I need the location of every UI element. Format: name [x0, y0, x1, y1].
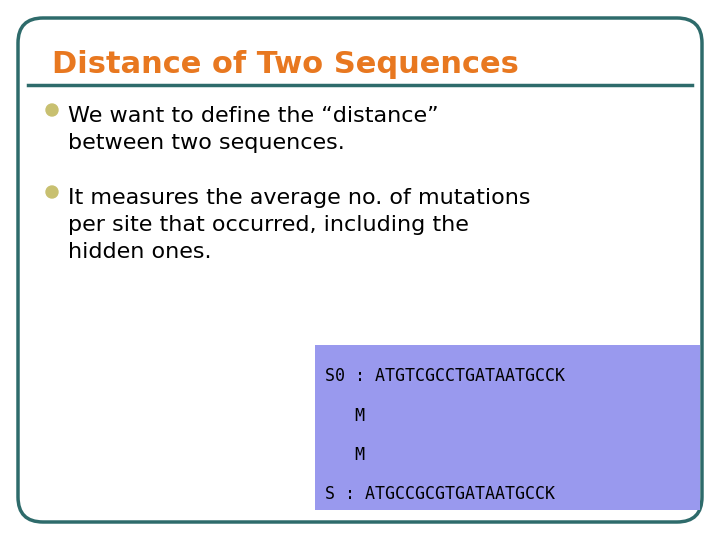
FancyBboxPatch shape — [315, 345, 700, 510]
Text: We want to define the “distance”
between two sequences.: We want to define the “distance” between… — [68, 106, 438, 153]
Text: S0 : ATGTCGCCTGATAATGCCK: S0 : ATGTCGCCTGATAATGCCK — [325, 367, 565, 386]
Text: It measures the average no. of mutations
per site that occurred, including the
h: It measures the average no. of mutations… — [68, 188, 531, 262]
Circle shape — [46, 186, 58, 198]
Text: M: M — [325, 407, 365, 425]
FancyBboxPatch shape — [18, 18, 702, 522]
Text: M: M — [325, 446, 365, 464]
Text: S : ATGCCGCGTGATAATGCCK: S : ATGCCGCGTGATAATGCCK — [325, 485, 555, 503]
Circle shape — [46, 104, 58, 116]
Text: Distance of Two Sequences: Distance of Two Sequences — [52, 50, 519, 79]
